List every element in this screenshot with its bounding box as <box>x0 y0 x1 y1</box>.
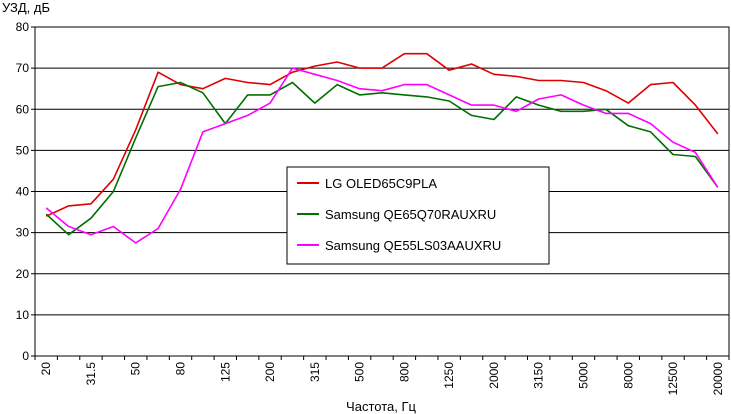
series-line-2 <box>45 67 719 244</box>
x-tick-label: 125 <box>218 362 232 382</box>
x-tick-label: 2000 <box>487 362 501 389</box>
x-axis-title: Частота, Гц <box>346 399 416 414</box>
x-tick-label: 500 <box>353 362 367 382</box>
x-tick-label: 200 <box>263 362 277 382</box>
series-lines <box>45 52 719 244</box>
x-tick-label: 800 <box>397 362 411 382</box>
x-tick-label: 50 <box>129 362 143 376</box>
x-tick-label: 20 <box>39 362 53 376</box>
legend-entry: Samsung QE55LS03AAUXRU <box>325 238 501 253</box>
y-tick-label: 50 <box>16 143 30 157</box>
y-tick-label: 70 <box>16 61 30 75</box>
x-tick-label: 8000 <box>621 362 635 389</box>
x-tick-label: 80 <box>174 362 188 376</box>
legend-entry: LG OLED65C9PLA <box>325 176 437 191</box>
legend-entry: Samsung QE65Q70RAUXRU <box>325 207 496 222</box>
series-line-1 <box>45 81 719 236</box>
x-tick-label: 1250 <box>442 362 456 389</box>
x-tick-label: 315 <box>308 362 322 382</box>
y-tick-label: 0 <box>22 349 29 363</box>
x-tick-label: 3150 <box>532 362 546 389</box>
legend-box <box>286 166 550 265</box>
x-tick-label: 12500 <box>666 362 680 396</box>
legend: LG OLED65C9PLA Samsung QE65Q70RAUXRU Samsu… <box>286 166 550 265</box>
y-tick-label: 80 <box>16 20 30 34</box>
y-tick-label: 10 <box>16 308 30 322</box>
y-tick-label: 60 <box>16 102 30 116</box>
axes: 0 10 20 30 40 50 60 70 80 20 31.5 50 80 125 200 315 500 8… <box>16 20 730 396</box>
x-tick-label: 31.5 <box>84 362 98 386</box>
plot-area-frame <box>34 26 730 357</box>
series-line-0 <box>45 52 719 217</box>
x-tick-label: 20000 <box>711 362 725 396</box>
y-axis-title: УЗД, дБ <box>2 0 50 15</box>
y-tick-label: 40 <box>16 185 30 199</box>
x-tick-label: 5000 <box>576 362 590 389</box>
y-tick-label: 30 <box>16 226 30 240</box>
y-tick-label: 20 <box>16 267 30 281</box>
